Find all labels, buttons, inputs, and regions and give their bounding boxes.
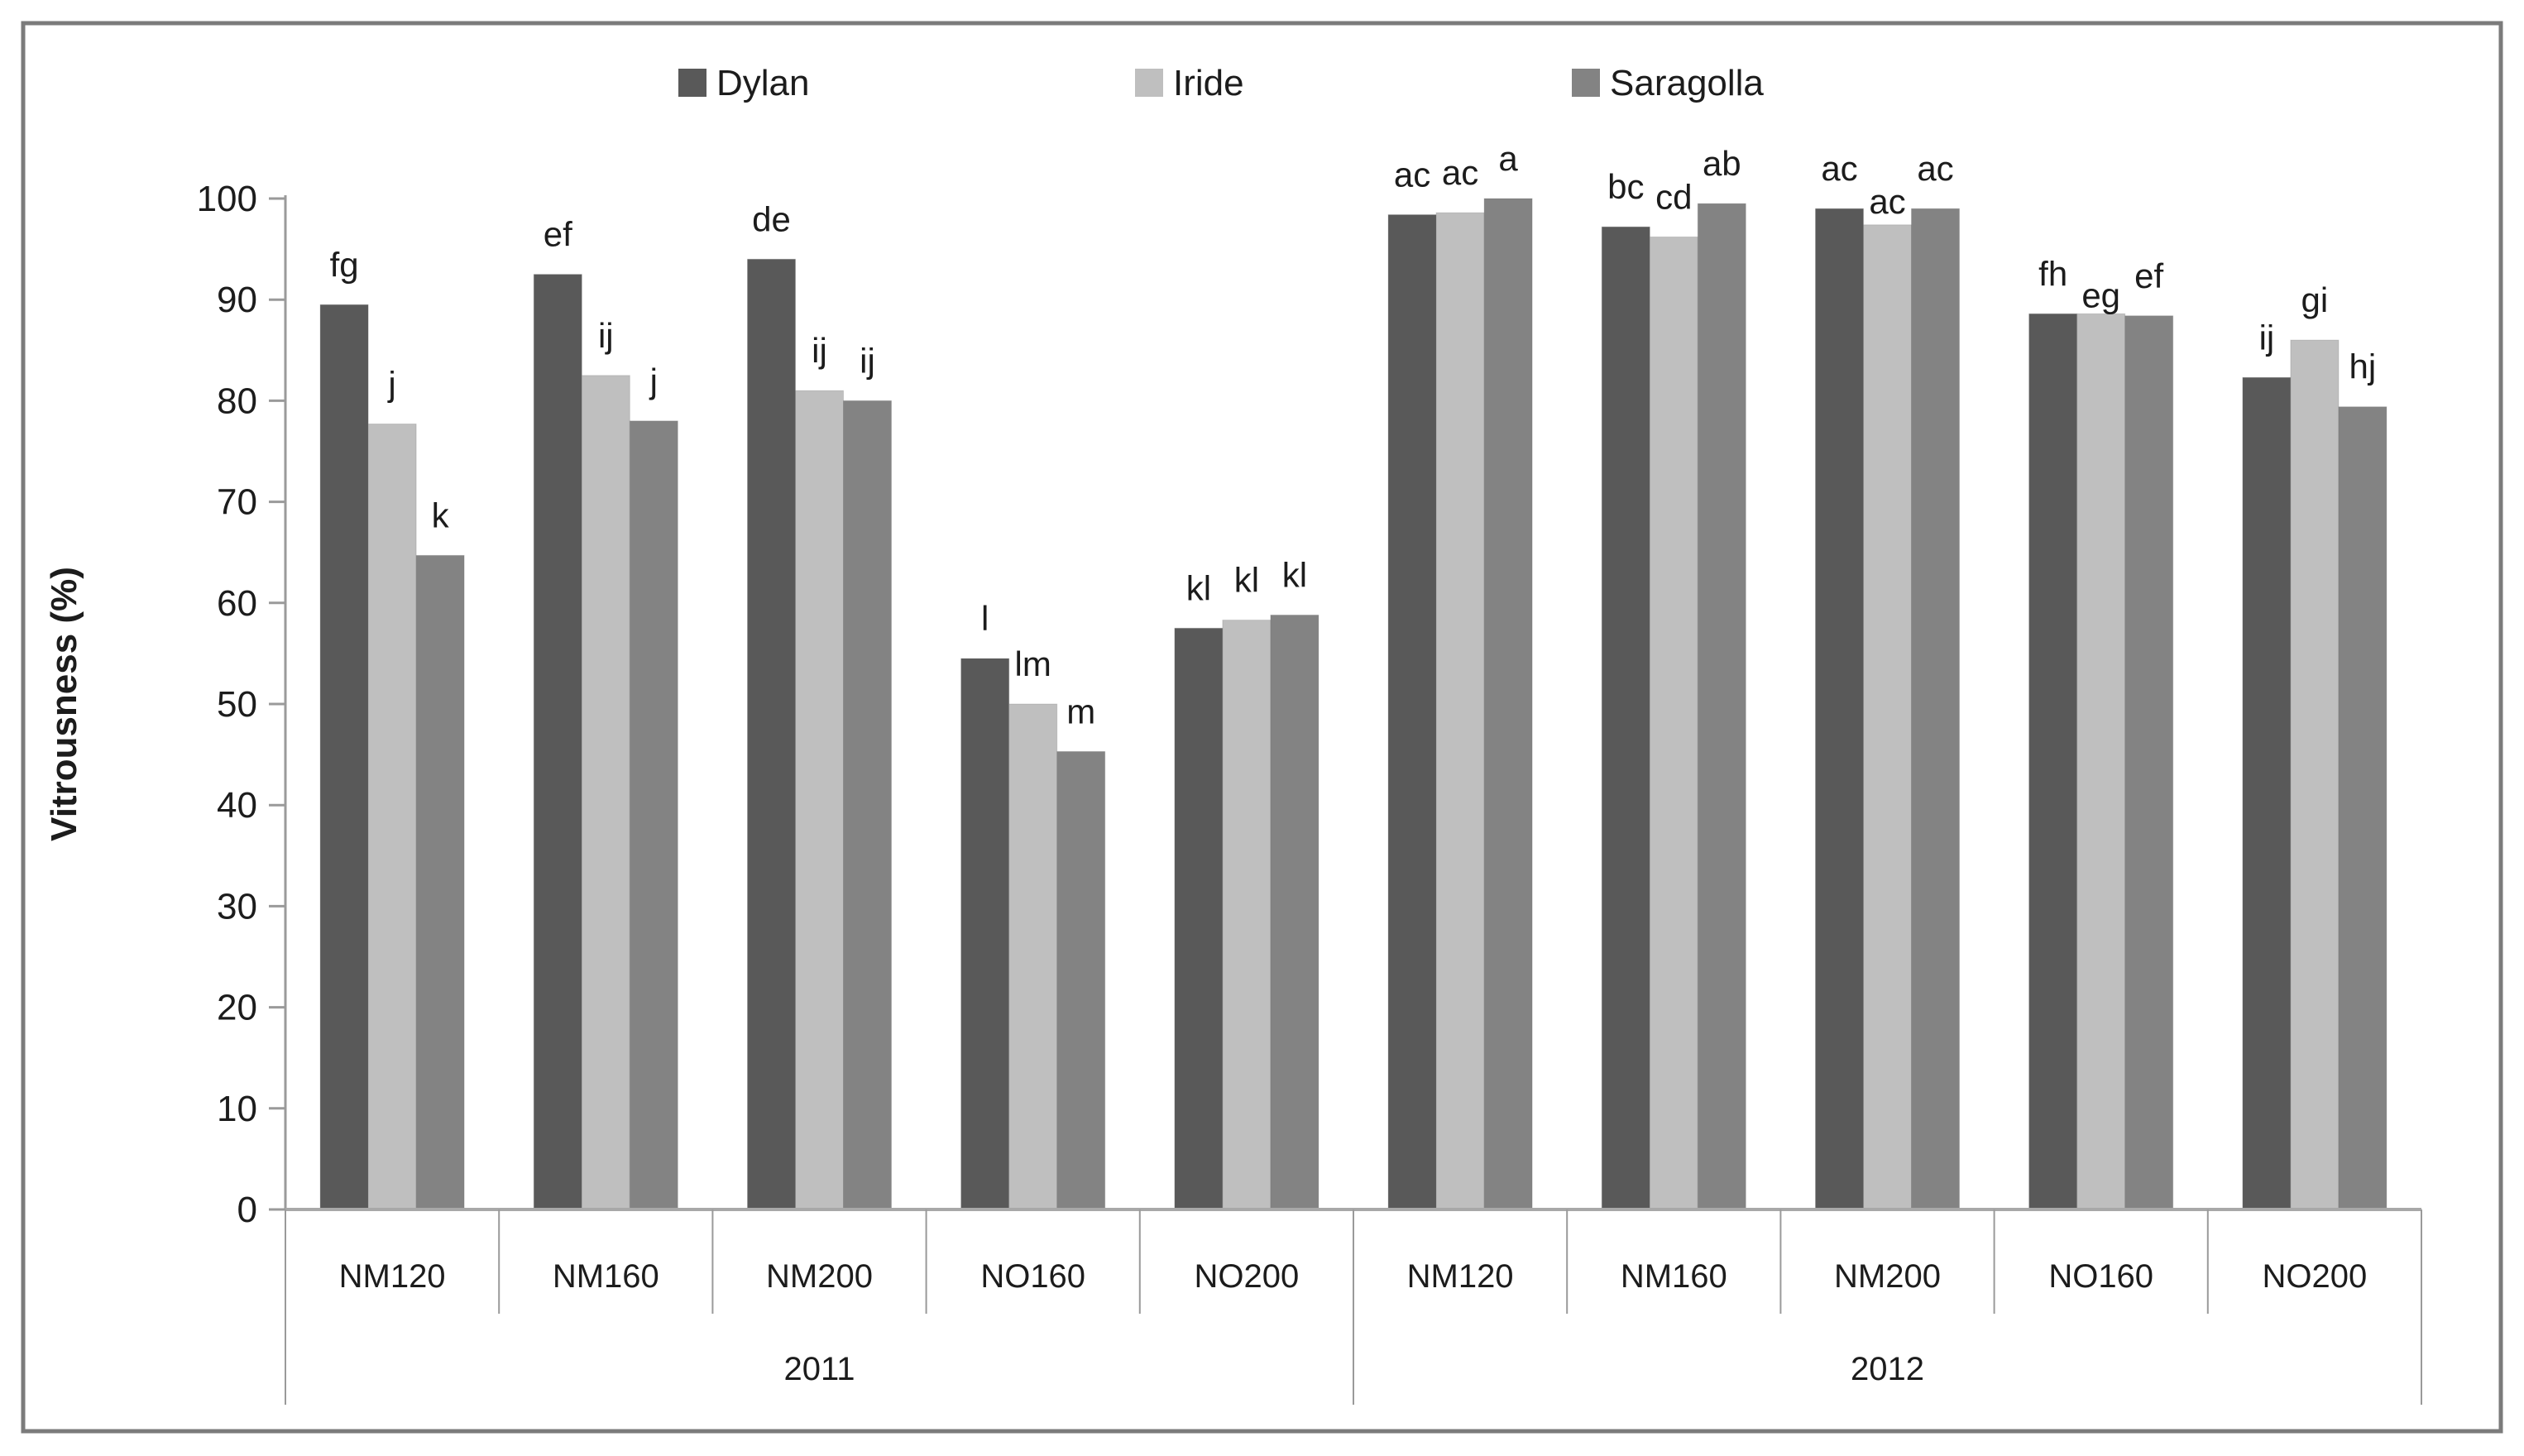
significance-letter: kl [1282,555,1307,594]
significance-letter: lm [1015,644,1051,683]
y-tick-label: 40 [217,785,257,826]
legend-swatch-dylan [678,69,706,97]
bar-saragolla-NO160-2011 [1056,750,1106,1210]
y-axis-title: Vitrousness (%) [44,567,84,841]
bar-iride-NM200-2012 [1863,224,1912,1210]
category-label-NM200-2011: NM200 [766,1258,873,1295]
y-tick-label: 0 [237,1190,257,1230]
significance-letter: fg [330,245,359,284]
significance-letter: kl [1186,568,1211,607]
bar-iride-NO200-2012 [2290,339,2340,1210]
year-label-2012: 2012 [1851,1351,1924,1387]
bar-saragolla-NM160-2011 [629,420,678,1210]
significance-letter: l [981,599,989,638]
bar-saragolla-NM200-2012 [1911,208,1960,1210]
significance-letter: j [649,362,658,400]
significance-letter: j [386,365,395,404]
significance-letter: a [1498,139,1518,178]
category-label-NO160-2012: NO160 [2048,1258,2153,1295]
significance-letter: ac [1394,156,1430,194]
y-tick-label: 60 [217,583,257,624]
bar-dylan-NO160-2011 [960,658,1010,1210]
significance-letter: ef [544,215,572,254]
category-label-NM160-2012: NM160 [1621,1258,1727,1295]
bar-dylan-NM120-2012 [1387,214,1437,1210]
significance-letter: cd [1655,177,1692,216]
bar-saragolla-NO200-2012 [2338,406,2388,1210]
significance-letter: ac [1821,149,1857,188]
category-label-NO200-2011: NO200 [1195,1258,1300,1295]
y-tick-label: 70 [217,482,257,523]
y-tick-label: 10 [217,1089,257,1129]
bar-dylan-NM160-2012 [1601,226,1650,1210]
y-tick-label: 80 [217,381,257,421]
legend-label-saragolla: Saragolla [1610,63,1764,103]
y-tick-label: 50 [217,684,257,725]
year-label-2011: 2011 [783,1351,855,1387]
significance-letter: k [432,496,450,534]
significance-letter: ab [1703,144,1741,183]
significance-letter: m [1066,692,1095,730]
bar-dylan-NM120-2011 [319,304,369,1210]
bar-iride-NO160-2011 [1008,703,1058,1210]
significance-letter: hj [2349,347,2377,386]
bar-saragolla-NM120-2012 [1483,198,1533,1210]
bar-saragolla-NM120-2011 [415,554,465,1210]
bar-saragolla-NO200-2011 [1270,614,1319,1210]
significance-letter: ij [812,331,827,370]
significance-letter: ij [2259,318,2275,357]
significance-letter: de [752,199,791,238]
bar-saragolla-NO160-2012 [2124,315,2174,1210]
bar-iride-NM200-2011 [795,390,844,1210]
legend-label-dylan: Dylan [716,63,810,103]
bar-dylan-NO160-2012 [2028,313,2078,1210]
significance-letter: ac [1869,182,1905,221]
y-tick-label: 30 [217,886,257,927]
bar-dylan-NO200-2012 [2242,376,2292,1210]
significance-letter: ij [860,341,875,380]
category-label-NM160-2011: NM160 [553,1258,659,1295]
outer-border [21,21,2503,1434]
bar-dylan-NM160-2011 [533,274,582,1210]
y-tick-label: 20 [217,988,257,1028]
significance-letter: ij [598,316,614,355]
significance-letter: kl [1234,561,1259,600]
bar-dylan-NM200-2011 [747,258,796,1210]
category-label-NO160-2011: NO160 [980,1258,1085,1295]
category-label-NM120-2012: NM120 [1407,1258,1514,1295]
significance-letter: ac [1442,153,1478,192]
category-label-NM200-2012: NM200 [1834,1258,1941,1295]
significance-letter: gi [2301,280,2329,319]
bar-iride-NO200-2011 [1222,620,1272,1210]
legend-label-iride: Iride [1173,63,1244,103]
bar-iride-NO160-2012 [2076,313,2126,1210]
bar-iride-NM120-2011 [367,424,417,1210]
category-label-NO200-2012: NO200 [2263,1258,2368,1295]
y-tick-label: 90 [217,280,257,320]
bar-saragolla-NM160-2012 [1697,203,1746,1210]
legend-swatch-iride [1135,69,1163,97]
significance-letter: fh [2038,254,2067,293]
significance-letter: ef [2134,256,2163,295]
bar-iride-NM160-2012 [1649,236,1698,1210]
bar-iride-NM120-2012 [1435,212,1485,1210]
category-label-NM120-2011: NM120 [339,1258,446,1295]
y-tick-label: 100 [197,179,257,219]
bar-iride-NM160-2011 [581,375,630,1210]
bar-dylan-NO200-2011 [1174,627,1224,1210]
significance-letter: eg [2081,275,2120,314]
legend-swatch-saragolla [1572,69,1600,97]
significance-letter: ac [1917,149,1953,188]
bar-dylan-NM200-2012 [1815,208,1864,1210]
bar-saragolla-NM200-2011 [843,400,892,1210]
significance-letter: bc [1607,167,1644,206]
